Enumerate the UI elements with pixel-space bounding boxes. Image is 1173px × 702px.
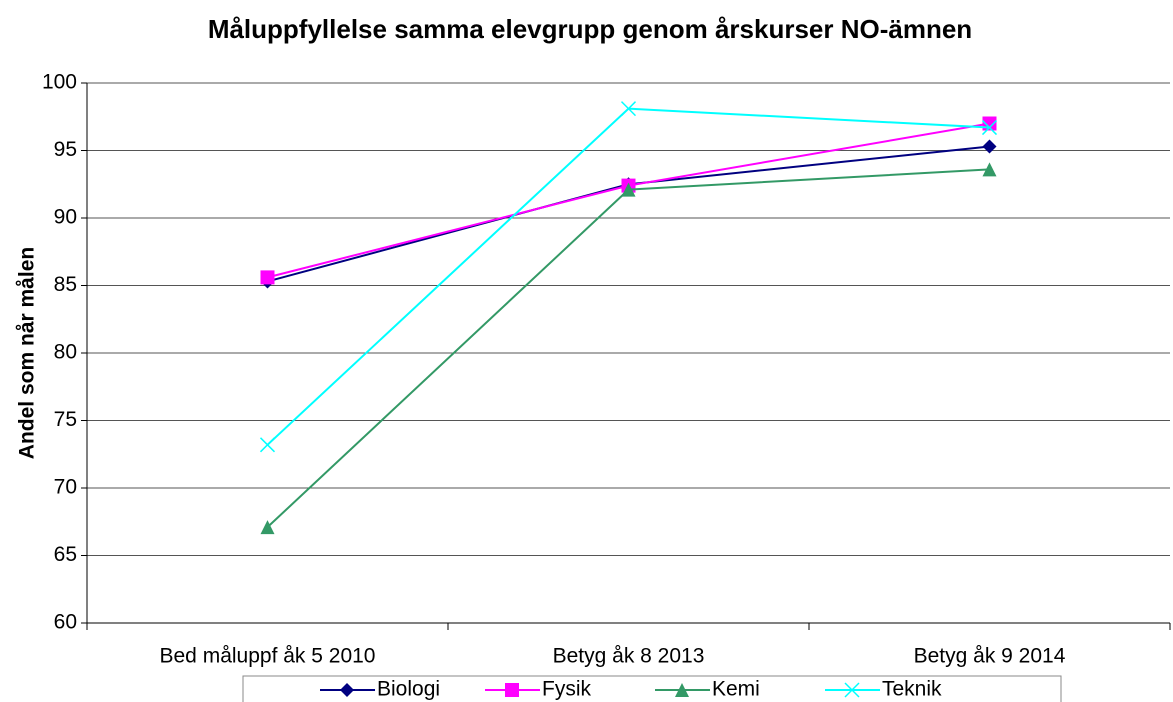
marker: [260, 520, 275, 535]
y-axis-label: Andel som når målen: [16, 247, 39, 459]
y-tick-label: 80: [54, 341, 77, 364]
y-tick-label: 65: [54, 543, 77, 566]
marker: [981, 120, 998, 136]
y-tick-label: 75: [54, 408, 77, 431]
series-line: [267, 122, 990, 279]
series-line: [266, 168, 990, 528]
marker: [675, 683, 689, 697]
marker: [505, 683, 519, 697]
y-tick-label: 85: [54, 273, 77, 296]
marker: [620, 101, 637, 117]
x-tick-label: Bed måluppf åk 5 2010: [160, 645, 376, 668]
legend-label: Biologi: [377, 678, 440, 701]
y-tick-label: 100: [42, 71, 77, 94]
marker: [982, 139, 997, 154]
marker: [260, 270, 275, 285]
legend-label: Teknik: [882, 678, 942, 701]
x-tick-label: Betyg åk 9 2014: [914, 645, 1066, 668]
series-line: [267, 145, 990, 283]
legend-box: [242, 675, 1062, 702]
marker: [982, 162, 997, 177]
marker: [340, 683, 354, 697]
y-tick-label: 70: [54, 476, 77, 499]
y-tick-label: 90: [54, 206, 77, 229]
x-tick-label: Betyg åk 8 2013: [553, 645, 705, 668]
legend-label: Fysik: [542, 678, 591, 701]
y-tick-label: 95: [54, 138, 77, 161]
y-tick-label: 60: [54, 611, 77, 634]
marker: [621, 182, 636, 197]
chart-title: Måluppfyllelse samma elevgrupp genom års…: [207, 14, 973, 44]
series-line: [266, 107, 990, 446]
marker: [259, 437, 276, 453]
legend-label: Kemi: [712, 678, 760, 701]
marker: [844, 682, 860, 698]
